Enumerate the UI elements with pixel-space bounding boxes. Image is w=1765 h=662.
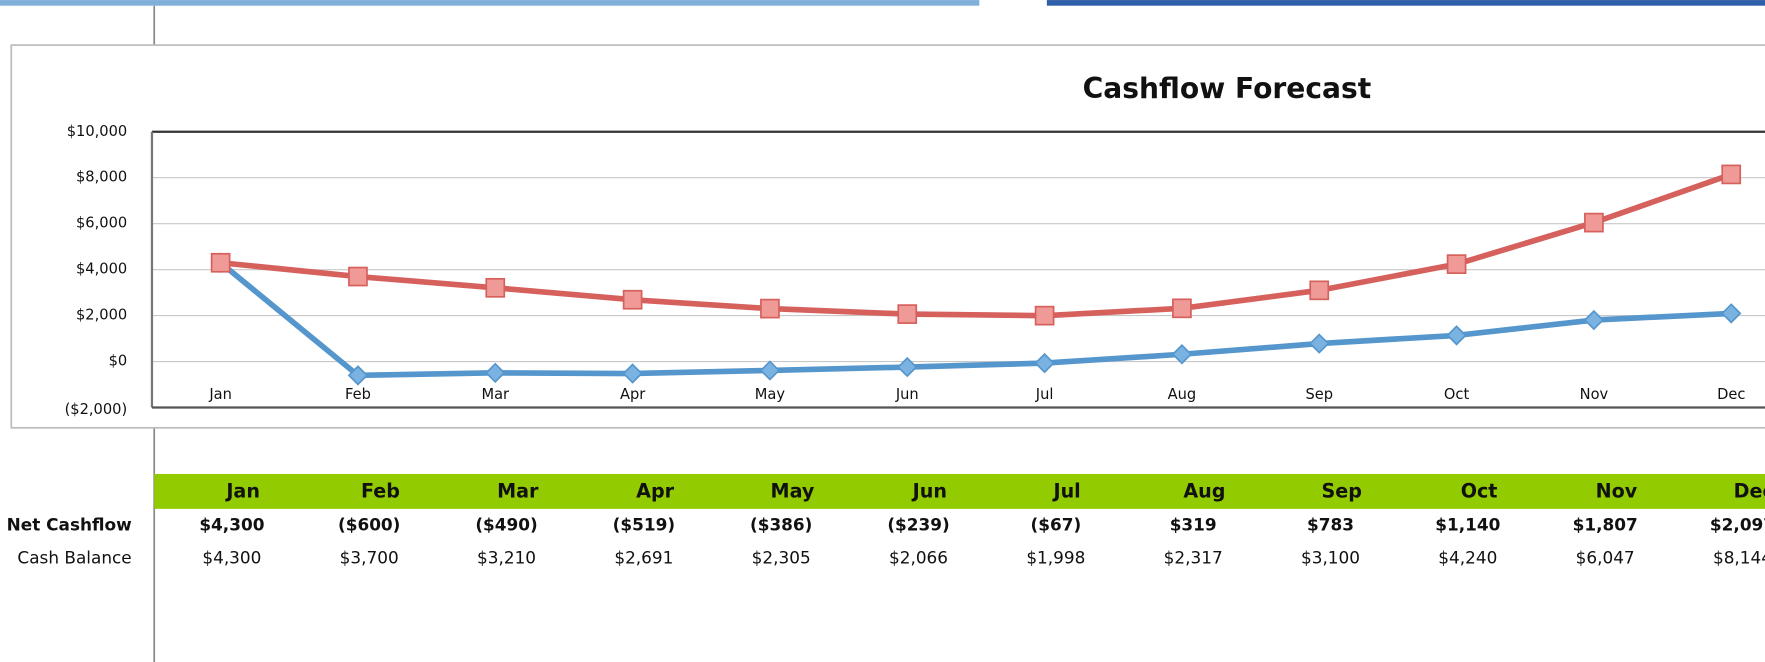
table-cell: $6,047 [1576, 547, 1635, 567]
table-header-band [154, 473, 1765, 509]
diamond-marker [1034, 352, 1055, 374]
x-tick-label: Aug [1168, 386, 1197, 403]
x-tick-label: May [755, 386, 786, 403]
table-cell: $2,317 [1164, 547, 1223, 567]
series-line [218, 260, 1732, 379]
table-header-cell: Sep [1322, 479, 1362, 502]
diamond-marker [347, 365, 369, 386]
table-cell: ($519) [613, 515, 675, 535]
diamond-marker [897, 356, 918, 378]
diamond-marker [1171, 344, 1193, 365]
diamond-marker [1721, 303, 1742, 324]
top-strip-image [1046, 0, 1765, 6]
square-marker [485, 277, 506, 298]
table-cell: $783 [1307, 515, 1354, 535]
square-marker [622, 289, 643, 310]
x-tick-label: Mar [481, 386, 510, 403]
table-cell: $8,144 [1713, 547, 1765, 567]
table-cell: ($600) [338, 515, 400, 535]
diamond-marker [1583, 309, 1605, 331]
table-header-cell: Aug [1183, 479, 1225, 502]
y-tick-label: ($2,000) [65, 401, 128, 418]
table-header-cell: Feb [361, 479, 400, 502]
table-cell: $4,300 [199, 515, 264, 535]
y-tick-label: $8,000 [76, 169, 127, 186]
square-marker [760, 298, 780, 319]
table-cell: $2,691 [614, 547, 673, 567]
table-cell: ($239) [887, 515, 949, 535]
table-header-cell: Oct [1461, 479, 1498, 502]
square-marker [1446, 254, 1467, 274]
top-strip [0, 0, 980, 6]
x-tick-label: Nov [1580, 386, 1609, 403]
table-header-cell: Jul [1051, 479, 1080, 502]
diamond-marker [622, 363, 643, 384]
series-line [220, 171, 1733, 319]
square-marker [1721, 164, 1742, 185]
row-label: Cash Balance [17, 547, 131, 567]
table-header-cell: Apr [636, 479, 674, 502]
square-marker [1584, 212, 1604, 233]
table-cell: $1,998 [1026, 547, 1085, 567]
table-header-cell: Jan [224, 479, 260, 502]
x-tick-label: Jan [208, 386, 232, 403]
table-cell: ($490) [475, 515, 537, 535]
diamond-marker [759, 360, 781, 381]
table-header-cell: Jun [911, 479, 947, 502]
square-marker [348, 266, 368, 287]
y-tick-label: $0 [109, 353, 128, 370]
y-tick-label: $6,000 [76, 215, 127, 232]
y-tick-label: $10,000 [67, 123, 127, 140]
x-tick-label: Jun [895, 386, 919, 403]
table-header-cell: May [771, 479, 815, 502]
x-tick-label: Oct [1444, 386, 1470, 403]
x-tick-label: Dec [1717, 386, 1745, 403]
table-cell: ($67) [1031, 515, 1082, 535]
row-label: Net Cashflow [7, 515, 132, 535]
square-marker [1034, 305, 1055, 326]
table-header-cell: Nov [1596, 479, 1638, 502]
table-cell: $2,305 [752, 547, 811, 567]
table-cell: $2,066 [889, 547, 948, 567]
table-header-cell: Mar [497, 479, 539, 502]
table-cell: $2,097 [1710, 515, 1765, 535]
diamond-marker [485, 362, 506, 384]
table-cell: $4,300 [202, 547, 261, 567]
y-tick-label: $2,000 [76, 307, 127, 324]
chart-title: Cashflow Forecast [1083, 72, 1372, 105]
x-tick-label: Sep [1305, 386, 1333, 403]
chart-frame [10, 44, 1765, 429]
table-header-cell: Dec [1734, 479, 1765, 502]
diamond-marker [1309, 333, 1330, 354]
table-cell: $3,210 [477, 547, 536, 567]
table-cell: $1,140 [1435, 515, 1500, 535]
table-cell: $3,700 [340, 547, 399, 567]
x-tick-label: Jul [1035, 386, 1054, 403]
table-cell: ($386) [750, 515, 812, 535]
y-tick-label: $4,000 [76, 261, 127, 278]
x-tick-label: Apr [620, 386, 646, 403]
table-cell: $4,240 [1438, 547, 1497, 567]
table-cell: $1,807 [1573, 515, 1638, 535]
square-marker [897, 304, 918, 324]
square-marker [210, 252, 231, 273]
x-tick-label: Feb [345, 386, 371, 403]
table-cell: $319 [1170, 515, 1217, 535]
diamond-marker [1446, 325, 1467, 346]
table-cell: $3,100 [1301, 547, 1360, 567]
square-marker [1309, 280, 1330, 301]
square-marker [1172, 298, 1192, 319]
